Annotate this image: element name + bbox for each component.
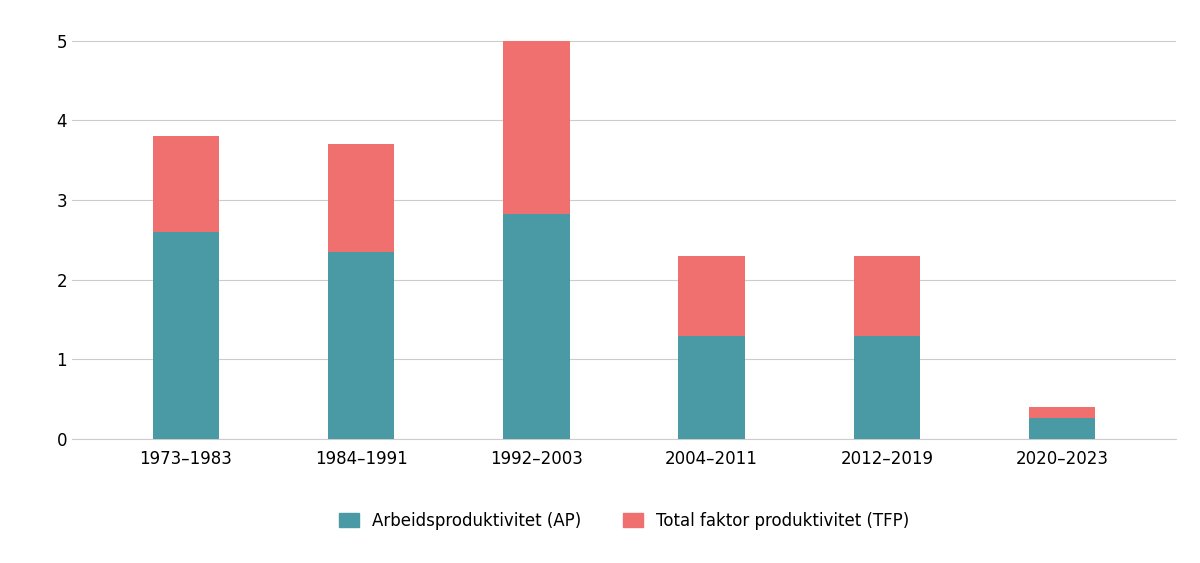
Bar [152,136,220,232]
Bar [853,336,920,439]
Bar [853,256,920,336]
Legend: Arbeidsproduktivitet (AP), Total faktor produktivitet (TFP): Arbeidsproduktivitet (AP), Total faktor … [332,505,916,537]
Bar [503,214,570,439]
Bar [678,336,745,439]
Bar [503,41,570,214]
Bar [328,144,395,252]
Bar [152,232,220,439]
Bar [1028,407,1096,418]
Bar [1028,418,1096,439]
Bar [678,256,745,336]
Bar [328,252,395,439]
